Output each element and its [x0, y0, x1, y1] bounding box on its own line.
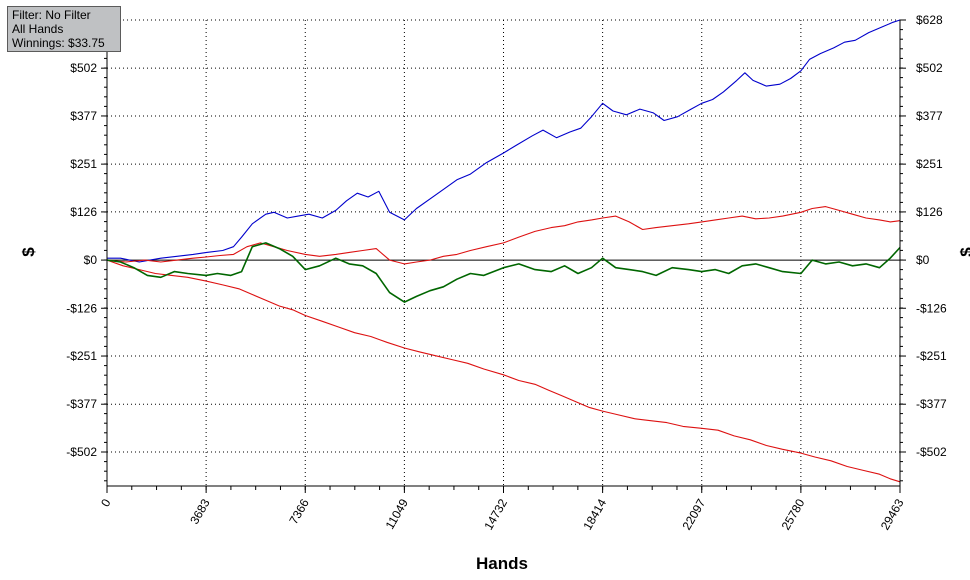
y-tick-label-left: -$251	[66, 349, 97, 363]
x-tick-label: 14732	[481, 496, 510, 532]
y-tick-label-right: -$126	[916, 301, 947, 315]
y-tick-label-left: -$126	[66, 301, 97, 315]
y-tick-label-right: $251	[916, 157, 943, 171]
series-line-2	[106, 259, 901, 483]
x-tick-label: 7366	[286, 496, 312, 526]
y-tick-label-left: -$502	[66, 445, 97, 459]
x-tick-label: 0	[98, 496, 114, 509]
x-tick-label: 3683	[187, 496, 213, 526]
y-tick-label-left: -$377	[66, 397, 97, 411]
series-line-4	[106, 242, 901, 303]
series-line-3	[106, 206, 901, 265]
grid	[106, 19, 901, 486]
hands-label: All Hands	[12, 22, 64, 36]
winnings-label: Winnings: $33.75	[12, 36, 105, 50]
series-line-1	[107, 19, 901, 263]
y-tick-label-right: -$377	[916, 397, 947, 411]
x-tick-label: 11049	[383, 496, 412, 531]
y-tick-label-left: $251	[70, 157, 97, 171]
filter-info-box: Filter: No Filter All Hands Winnings: $3…	[7, 6, 121, 52]
y-tick-label-left: $0	[84, 253, 98, 267]
y-axis-title-right: $	[957, 247, 970, 257]
x-tick-label: 29463	[878, 496, 907, 532]
x-tick-label: 25780	[779, 496, 808, 532]
series-lines	[106, 19, 901, 483]
filter-label: Filter: No Filter	[12, 8, 91, 22]
y-tick-label-left: $377	[70, 109, 97, 123]
x-axis-title: Hands	[476, 554, 528, 573]
y-tick-label-right: $0	[916, 253, 930, 267]
y-tick-label-left: $502	[70, 61, 97, 75]
y-axis-right: $628 $502 $377 $251 $126 $0 -$126 -$251 -$377 -$5…	[900, 13, 947, 459]
y-tick-label-right: $126	[916, 205, 943, 219]
y-axis-left: $628$502$377$251$126$0-$126-$251-$377-$5…	[66, 13, 107, 459]
x-tick-label: 18414	[580, 496, 609, 532]
y-tick-label-right: -$502	[916, 445, 947, 459]
y-axis-title-left: $	[19, 247, 38, 257]
y-tick-label-left: $126	[70, 205, 97, 219]
y-tick-label-right: $502	[916, 61, 943, 75]
y-tick-label-right: -$251	[916, 349, 947, 363]
y-tick-label-right: $377	[916, 109, 943, 123]
x-axis: 0 3683 7366 11049 14732 18414 22097 25780 29463	[98, 486, 907, 532]
x-tick-label: 22097	[680, 496, 709, 532]
y-tick-label-right: $628	[916, 13, 943, 27]
